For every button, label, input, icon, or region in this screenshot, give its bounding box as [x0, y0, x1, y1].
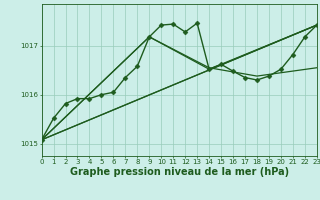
X-axis label: Graphe pression niveau de la mer (hPa): Graphe pression niveau de la mer (hPa) — [70, 167, 289, 177]
